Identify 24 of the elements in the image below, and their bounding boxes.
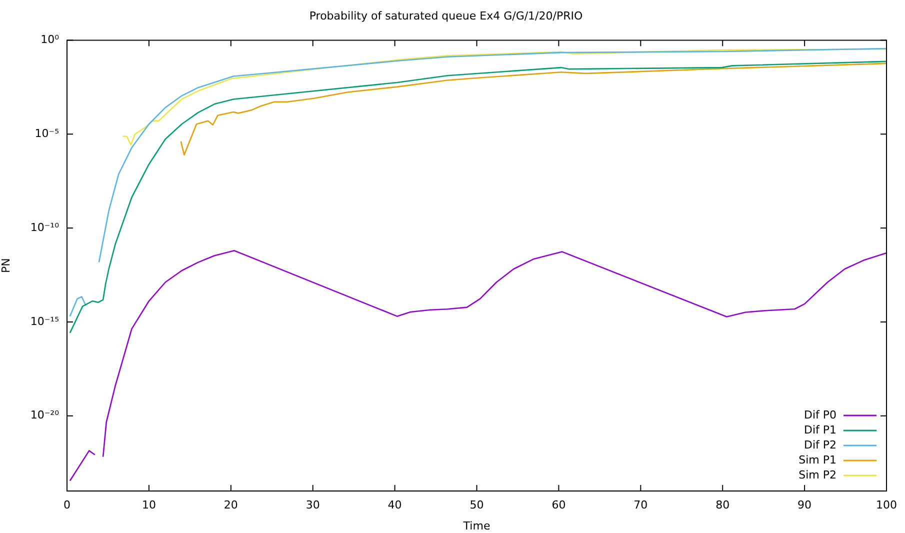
chart-title: Probability of saturated queue Ex4 G/G/1/20/PRIO [309, 9, 583, 22]
y-axis-title: PN [0, 258, 12, 274]
x-axis-title: Time [462, 519, 490, 532]
legend-label: Dif P2 [804, 438, 836, 452]
x-tick-label: 70 [634, 498, 648, 512]
x-tick-label: 100 [876, 498, 897, 512]
y-tick-label: 10⁻⁵ [34, 126, 59, 140]
y-tick-label: 10⁻¹⁰ [30, 220, 60, 234]
y-tick-label: 10⁰ [40, 33, 60, 46]
x-tick-label: 40 [388, 498, 402, 512]
x-tick-label: 50 [470, 498, 484, 512]
x-tick-label: 80 [716, 498, 730, 512]
x-tick-label: 10 [142, 498, 156, 512]
legend-label: Dif P0 [804, 408, 836, 422]
legend-label: Dif P1 [804, 423, 836, 436]
y-tick-label: 10⁻²⁰ [30, 408, 60, 422]
x-tick-label: 30 [306, 498, 320, 512]
y-tick-label: 10⁻¹⁵ [30, 314, 59, 328]
x-tick-label: 90 [798, 498, 812, 512]
x-tick-label: 0 [64, 498, 70, 512]
legend-label: Sim P2 [798, 468, 836, 482]
x-tick-label: 60 [552, 498, 566, 512]
legend-label: Sim P1 [798, 453, 836, 466]
x-tick-label: 20 [224, 498, 238, 512]
